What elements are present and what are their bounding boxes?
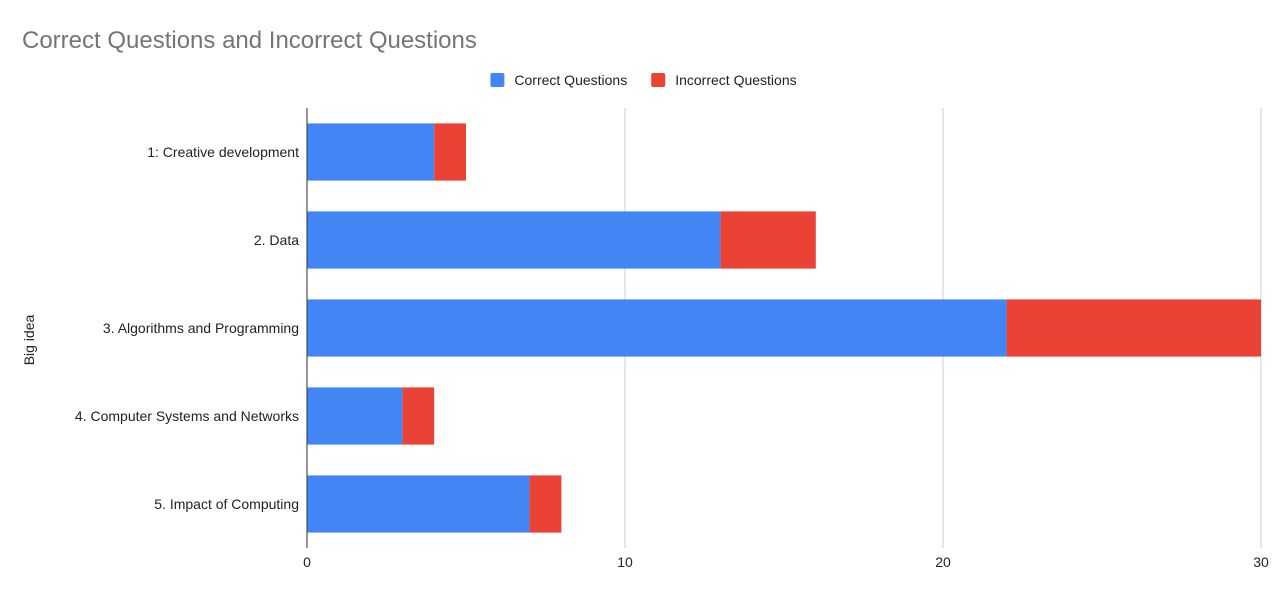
legend-swatch bbox=[651, 73, 666, 87]
category-labels: 1: Creative development 2. Data 3. Algorit… bbox=[75, 144, 299, 512]
category-label: 5. Impact of Computing bbox=[154, 496, 299, 512]
bar-incorrect-questions-5 bbox=[529, 475, 562, 533]
legend: Correct Questions Incorrect Questions bbox=[490, 72, 797, 88]
x-tick-label: 30 bbox=[1253, 554, 1269, 570]
legend-label: Incorrect Questions bbox=[675, 72, 796, 88]
bar-incorrect-questions-2 bbox=[720, 211, 816, 269]
category-label: 4. Computer Systems and Networks bbox=[75, 408, 299, 424]
bar-incorrect-questions-3 bbox=[1006, 299, 1261, 357]
bar-correct-questions-5 bbox=[307, 475, 530, 533]
x-tick-label: 10 bbox=[617, 554, 633, 570]
x-tick-label: 20 bbox=[935, 554, 951, 570]
legend-swatch bbox=[490, 73, 505, 87]
bar-incorrect-questions-1 bbox=[434, 123, 466, 181]
category-label: 2. Data bbox=[254, 232, 299, 248]
bar-incorrect-questions-4 bbox=[402, 387, 435, 445]
y-axis-label: Big idea bbox=[21, 314, 37, 365]
bar-correct-questions-3 bbox=[307, 299, 1007, 357]
legend-label: Correct Questions bbox=[514, 72, 627, 88]
category-label: 3. Algorithms and Programming bbox=[103, 320, 299, 336]
bar-correct-questions-4 bbox=[307, 387, 403, 445]
bar-correct-questions-1 bbox=[307, 123, 435, 181]
chart-title: Correct Questions and Incorrect Question… bbox=[22, 27, 477, 54]
bars bbox=[307, 123, 1261, 533]
bar-correct-questions-2 bbox=[307, 211, 721, 269]
category-label: 1: Creative development bbox=[147, 144, 299, 160]
legend-item-incorrect-questions: Incorrect Questions bbox=[651, 72, 797, 88]
legend-item-correct-questions: Correct Questions bbox=[490, 72, 627, 88]
x-tick-label: 0 bbox=[303, 554, 311, 570]
x-tick-labels: 0 10 20 30 bbox=[303, 554, 1269, 570]
